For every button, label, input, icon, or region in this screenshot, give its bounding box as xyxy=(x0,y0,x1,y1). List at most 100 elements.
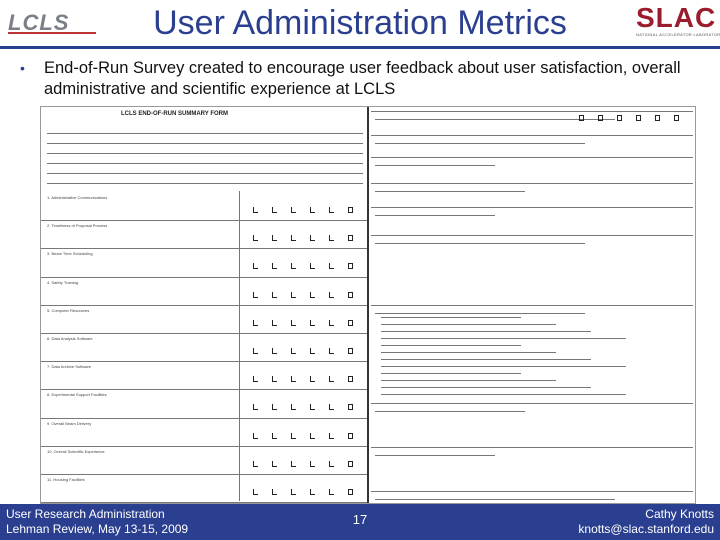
bullet-point: • End-of-Run Survey created to encourage… xyxy=(20,58,710,100)
form-checkbox xyxy=(636,115,641,121)
form-checklist-line xyxy=(381,380,556,381)
form-checkbox xyxy=(310,207,315,213)
form-checkbox xyxy=(579,115,584,121)
form-section-line xyxy=(371,235,693,236)
form-text-line xyxy=(375,215,495,216)
form-checklist-line xyxy=(381,359,591,360)
form-checkbox xyxy=(329,319,334,326)
form-checkbox xyxy=(253,207,258,213)
form-checkbox xyxy=(291,460,296,467)
form-item-label: 4. Safety Training xyxy=(47,279,79,285)
form-row-line xyxy=(41,474,367,475)
form-section-line xyxy=(371,491,693,492)
form-checkbox xyxy=(348,207,353,213)
form-checkbox xyxy=(329,404,334,411)
form-row-line xyxy=(41,304,367,306)
slide-header: LCLS User Administration Metrics SLAC NA… xyxy=(0,0,720,46)
form-item-label: 8. Experimental Support Facilities xyxy=(47,392,107,398)
form-checkbox xyxy=(291,207,296,213)
footer-left: User Research Administration Lehman Revi… xyxy=(6,507,188,537)
form-checkbox xyxy=(253,348,258,354)
form-field-line xyxy=(47,183,363,184)
form-checklist-line xyxy=(381,387,591,388)
form-checkbox xyxy=(310,404,315,411)
form-section-line xyxy=(371,157,693,158)
form-field-line xyxy=(47,143,363,144)
form-checkbox xyxy=(329,263,334,270)
slac-logo: SLAC NATIONAL ACCELERATOR LABORATORY xyxy=(636,4,720,40)
form-checkbox xyxy=(348,263,353,270)
form-checkbox xyxy=(310,460,315,467)
form-checkbox xyxy=(329,207,334,213)
form-field-line xyxy=(47,133,363,134)
header-rule xyxy=(0,46,720,49)
form-checkbox xyxy=(253,291,258,298)
form-text-line xyxy=(375,191,525,192)
form-checkbox xyxy=(310,432,315,439)
form-row-line xyxy=(41,389,367,391)
form-checklist-line xyxy=(381,394,626,395)
form-checkbox xyxy=(348,348,353,354)
form-checklist-line xyxy=(381,352,556,353)
form-section-line xyxy=(371,135,693,136)
form-checklist-line xyxy=(381,366,626,367)
form-checkbox xyxy=(272,460,277,467)
form-checkbox xyxy=(348,460,353,467)
form-checkbox xyxy=(253,432,258,439)
slide-title: User Administration Metrics xyxy=(153,4,567,42)
form-checkbox xyxy=(329,489,334,495)
form-checkbox xyxy=(291,432,296,439)
form-checkbox xyxy=(291,235,296,242)
form-row-line xyxy=(41,417,367,419)
form-checkbox xyxy=(329,348,334,354)
form-checkbox xyxy=(253,489,258,495)
form-checkbox xyxy=(310,489,315,495)
form-right-column xyxy=(371,107,695,503)
form-rating-divider xyxy=(239,191,240,501)
footer-event: Lehman Review, May 13-15, 2009 xyxy=(6,522,189,536)
form-text-line xyxy=(375,499,615,500)
form-text-line xyxy=(375,455,495,456)
form-title: LCLS END-OF-RUN SUMMARY FORM xyxy=(121,111,228,117)
form-checkbox xyxy=(253,376,258,383)
form-item-label: 3. Beam Time Scheduling xyxy=(47,251,93,257)
form-checkbox xyxy=(329,291,334,298)
slac-logo-subtitle: NATIONAL ACCELERATOR LABORATORY xyxy=(636,32,720,37)
form-checkbox xyxy=(291,319,296,326)
form-checkbox xyxy=(291,489,296,495)
form-row-line xyxy=(41,220,367,222)
form-checkbox xyxy=(329,235,334,242)
form-checkbox xyxy=(253,319,258,326)
form-checkbox xyxy=(291,291,296,298)
footer-email: knotts@slac.stanford.edu xyxy=(578,522,714,536)
form-checkbox xyxy=(272,263,277,270)
form-text-line xyxy=(375,119,615,120)
footer-author: Cathy Knotts xyxy=(645,507,714,521)
survey-form-image: LCLS END-OF-RUN SUMMARY FORM 1. Administ… xyxy=(40,106,696,504)
form-checkbox xyxy=(310,235,315,242)
form-checkbox xyxy=(348,291,353,298)
form-field-line xyxy=(47,173,363,174)
form-checkbox xyxy=(310,348,315,354)
form-checkbox xyxy=(310,319,315,326)
form-item-label: 6. Data Analysis Software xyxy=(47,336,93,341)
page-number: 17 xyxy=(352,512,368,527)
form-row-line xyxy=(41,361,367,363)
bullet-text: End-of-Run Survey created to encourage u… xyxy=(44,59,681,98)
form-checkbox xyxy=(272,348,277,354)
footer-right: Cathy Knotts knotts@slac.stanford.edu xyxy=(578,507,714,537)
form-checkbox xyxy=(272,319,277,326)
form-row-line xyxy=(41,248,367,250)
form-checkbox xyxy=(674,115,679,121)
form-checkbox xyxy=(272,489,277,495)
form-item-label: 1. Administrative Communications xyxy=(47,195,108,200)
form-checkbox xyxy=(310,291,315,298)
form-checkbox xyxy=(348,489,353,495)
form-checkbox xyxy=(253,404,258,411)
form-checkbox xyxy=(310,263,315,270)
form-checkbox xyxy=(253,460,258,467)
form-text-line xyxy=(375,411,525,412)
form-checkbox xyxy=(598,115,603,121)
form-row-line xyxy=(41,333,367,334)
form-checkbox xyxy=(655,115,660,121)
